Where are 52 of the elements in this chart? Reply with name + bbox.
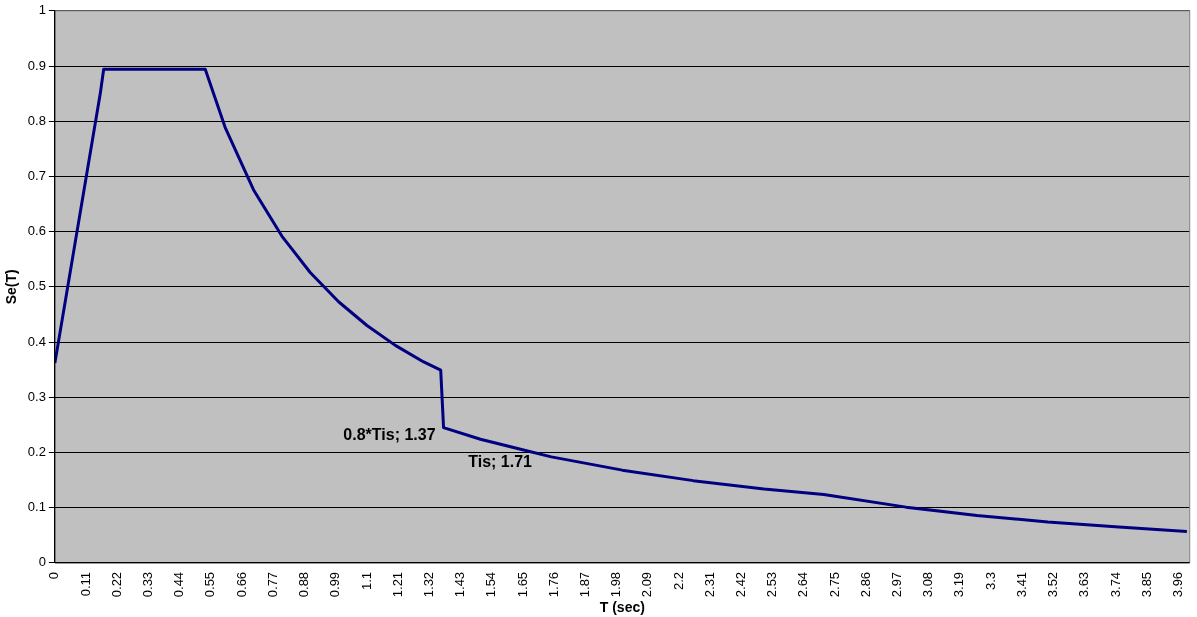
x-tick-label: 2.86	[857, 571, 873, 598]
x-tick-label: 0	[46, 571, 62, 580]
x-tick-label: 1.87	[577, 571, 592, 598]
x-tick-label: 2.31	[701, 571, 717, 598]
x-tick-label: 3.41	[1013, 571, 1029, 598]
x-tick-label: 0.77	[264, 571, 280, 598]
x-tick-label: 2.09	[639, 571, 655, 598]
y-tick-label: 0.2	[27, 444, 46, 460]
x-axis-title: T (sec)	[599, 599, 645, 616]
x-tick-label: 3.3	[982, 571, 998, 590]
x-tick-label: 3.19	[951, 571, 967, 598]
y-tick-label: 0.5	[27, 278, 46, 294]
x-tick-label: 3.08	[920, 571, 936, 598]
x-tick-label: 1.98	[608, 571, 624, 598]
x-tick-label: 0.99	[327, 571, 343, 598]
x-tick-label: 1.21	[389, 571, 405, 598]
x-tick-label: 0.22	[108, 571, 124, 598]
y-tick-label: 0.9	[27, 57, 46, 73]
x-tick-label: 3.52	[1045, 571, 1061, 598]
x-tick-label: 3.96	[1169, 571, 1185, 598]
x-tick-label: 0.55	[202, 571, 218, 598]
y-tick-label: 0.1	[27, 499, 46, 515]
y-tick-label: 1	[38, 2, 46, 18]
x-tick-label: 2.97	[889, 571, 905, 598]
x-tick-label: 3.63	[1076, 571, 1092, 598]
x-tick-label: 0.66	[233, 571, 249, 598]
y-tick-label: 0.8	[27, 112, 46, 128]
x-tick-label: 1.32	[420, 571, 436, 598]
x-tick-label: 0.44	[171, 571, 187, 598]
x-tick-label: 1.65	[514, 571, 530, 598]
x-tick-label: 2.64	[795, 571, 811, 598]
x-tick-label: 3.85	[1138, 571, 1154, 598]
x-tick-label: 1.54	[483, 571, 499, 598]
y-tick-label: 0.6	[27, 223, 46, 239]
y-tick-label: 0.7	[27, 168, 46, 184]
x-tick-label: 2.2	[670, 571, 686, 590]
y-tick-label: 0.3	[27, 388, 46, 404]
x-tick-label: 1.1	[358, 571, 374, 590]
x-tick-label: 0.88	[296, 571, 312, 598]
annotation: Tis; 1.71	[468, 453, 533, 471]
x-tick-label: 2.42	[733, 571, 749, 598]
x-tick-label: 2.53	[764, 571, 780, 598]
y-tick-label: 0	[38, 554, 46, 570]
y-axis-title: Se(T)	[3, 269, 20, 305]
x-tick-label: 1.43	[452, 571, 468, 598]
x-tick-label: 2.75	[826, 571, 842, 598]
x-tick-label: 0.33	[140, 571, 156, 598]
x-tick-label: 1.76	[545, 571, 561, 598]
x-tick-label: 0.11	[77, 571, 93, 597]
x-tick-label: 3.74	[1107, 571, 1123, 598]
y-tick-label: 0.4	[27, 333, 46, 349]
annotation: 0.8*Tis; 1.37	[343, 426, 436, 444]
